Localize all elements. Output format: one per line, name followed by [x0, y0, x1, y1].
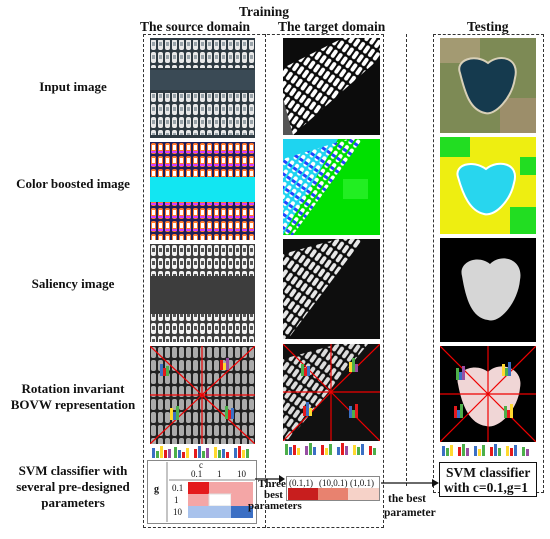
source-histogram: [150, 444, 255, 458]
row-label-color-boosted: Color boosted image: [16, 176, 130, 191]
grid-c-value-3: 10: [237, 469, 246, 479]
best-cell-label-1: (0.1,1): [289, 478, 313, 488]
training-header: Training: [239, 4, 290, 19]
row-label-bovw-2: BOVW representation: [10, 397, 136, 412]
grid-g-value-2: 1: [174, 495, 179, 505]
grid-c-value-2: 1: [217, 469, 222, 479]
grid-c-label: c: [199, 460, 203, 470]
arrow-to-testing: [381, 475, 439, 487]
row-label-svm-2: several pre-designed: [16, 479, 130, 494]
target-bovw-image: [283, 344, 380, 441]
source-input-image: [150, 38, 255, 138]
source-bovw-image: [150, 346, 255, 444]
row-label-saliency: Saliency image: [31, 276, 115, 291]
the-best-line2: parameter: [384, 507, 436, 519]
row-label-svm-3: parameters: [41, 495, 105, 510]
source-saliency-image: [150, 244, 255, 342]
testing-histogram: [440, 442, 536, 456]
testing-svm-box: SVM classifier with c=0.1,g=1: [439, 462, 537, 497]
testing-saliency-image: [440, 238, 536, 342]
arrow-to-best: [255, 471, 285, 483]
testing-header: Testing: [467, 19, 509, 34]
three-best-line2: best: [264, 489, 283, 501]
grid-c-value-1: 0.1: [191, 469, 203, 479]
row-label-svm-1: SVM classifier with: [18, 463, 128, 478]
three-best-line1: Three: [258, 478, 286, 490]
training-frame: [143, 34, 384, 528]
best-parameters-strip: (0.1,1) (10,0.1) (1,0.1): [286, 476, 380, 501]
testing-bovw-image: [440, 346, 536, 442]
training-divider: [265, 34, 266, 528]
best-cell-label-2: (10,0.1): [319, 478, 348, 488]
row-label-bovw-1: Rotation invariant: [21, 381, 125, 396]
testing-svm-line2: with c=0.1,g=1: [444, 480, 529, 495]
target-input-image: [283, 38, 380, 135]
testing-color-boosted-image: [440, 137, 536, 234]
grid-g-label: g: [154, 484, 159, 495]
source-domain-header: The source domain: [140, 19, 251, 34]
best-cell-3: [348, 488, 379, 500]
target-saliency-image: [283, 239, 380, 339]
three-best-line3: parameters: [248, 500, 302, 512]
grid-g-value-1: 0.1: [172, 483, 184, 493]
target-domain-header: The target domain: [278, 19, 386, 34]
target-color-boosted-image: [283, 139, 380, 235]
best-cell-2: [318, 488, 348, 500]
testing-svm-line1: SVM classifier: [446, 465, 531, 480]
testing-divider: [406, 34, 407, 486]
source-color-boosted-image: [150, 142, 255, 240]
target-histogram: [283, 441, 380, 455]
grid-g-value-3: 10: [173, 507, 182, 517]
best-cell-label-3: (1,0.1): [350, 478, 374, 488]
testing-input-image: [440, 38, 536, 133]
the-best-line1: the best: [388, 493, 427, 505]
best-cell-1: [288, 488, 318, 500]
row-label-input: Input image: [39, 79, 107, 94]
source-svm-grid: c 0.1 1 10 g 0.1 1 10: [147, 460, 257, 524]
